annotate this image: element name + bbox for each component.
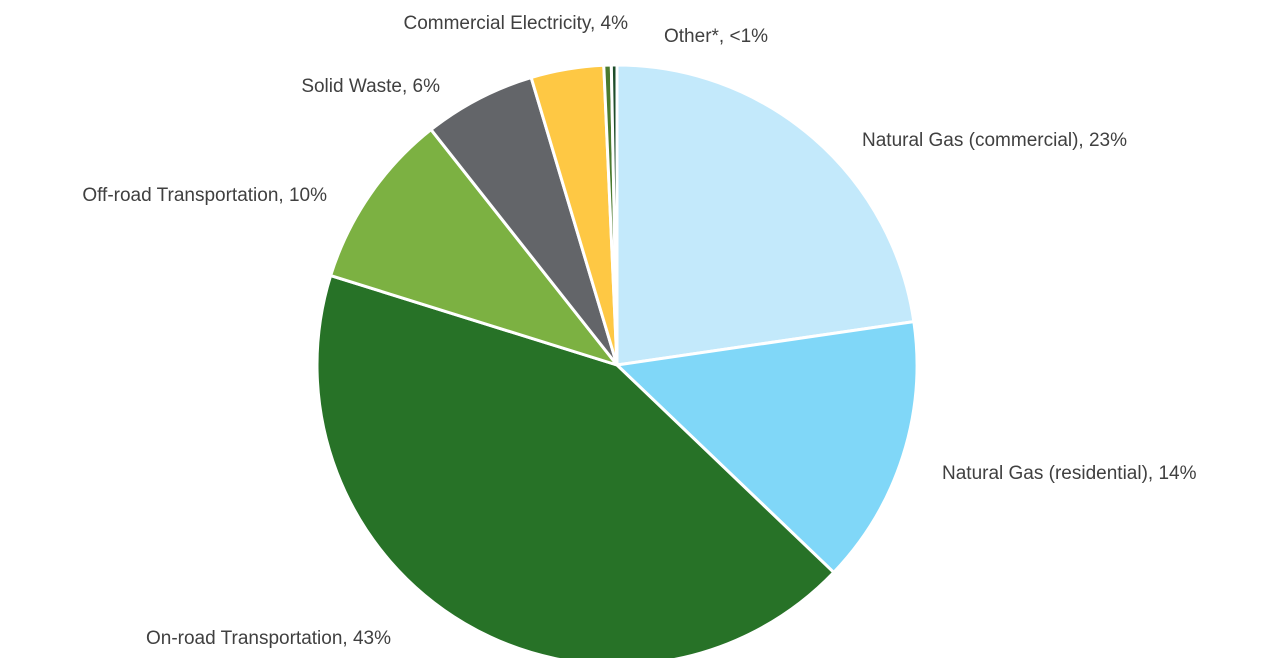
slice-label-off-road-transportation: Off-road Transportation, 10% (82, 185, 327, 206)
pie-slice-other-2 (609, 63, 619, 367)
slice-label-natural-gas-commercial: Natural Gas (commercial), 23% (862, 130, 1127, 151)
slice-label-solid-waste: Solid Waste, 6% (301, 76, 440, 97)
pie-labels: Natural Gas (commercial), 23% Natural Gas… (82, 13, 1196, 649)
pie-slice-on-road-transportation (315, 274, 836, 658)
pie-slice-off-road-transportation (329, 128, 619, 367)
pie-slice-natural-gas-residential (615, 320, 919, 574)
slice-label-natural-gas-residential: Natural Gas (residential), 14% (942, 463, 1197, 484)
slice-label-on-road-transportation: On-road Transportation, 43% (146, 628, 391, 649)
pie-slices (315, 63, 919, 658)
slice-label-commercial-electricity: Commercial Electricity, 4% (403, 13, 628, 34)
pie-slice-natural-gas-commercial (615, 63, 916, 367)
slice-label-other: Other*, <1% (664, 26, 768, 47)
